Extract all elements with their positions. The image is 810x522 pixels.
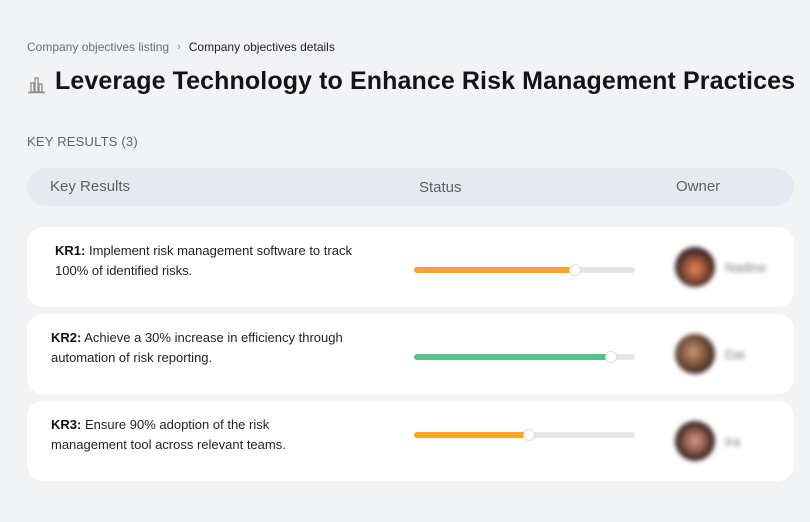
owner-name: Ira <box>725 433 741 449</box>
key-result-description: KR3: Ensure 90% adoption of the risk man… <box>51 415 341 455</box>
owner[interactable]: Ira <box>675 421 740 461</box>
key-result-description: KR1: Implement risk management software … <box>55 241 385 281</box>
progress-fill <box>414 432 529 438</box>
building-chart-icon <box>27 73 47 95</box>
key-results-count-label: KEY RESULTS (3) <box>27 134 138 149</box>
progress-knob[interactable] <box>569 264 582 276</box>
breadcrumb-current: Company objectives details <box>188 40 335 54</box>
key-result-id: KR2: <box>51 330 82 345</box>
progress-fill <box>414 267 576 273</box>
status-progress-bar[interactable] <box>414 429 635 441</box>
key-result-text: Achieve a 30% increase in efficiency thr… <box>51 330 343 365</box>
progress-fill <box>414 354 611 360</box>
key-result-text: Implement risk management software to tr… <box>55 243 352 278</box>
title-row: Leverage Technology to Enhance Risk Mana… <box>27 67 795 96</box>
key-result-id: KR1: <box>55 243 86 258</box>
key-result-row-1[interactable]: KR1: Implement risk management software … <box>27 227 794 307</box>
owner[interactable]: Dai <box>675 334 745 374</box>
avatar <box>675 421 715 461</box>
key-result-description: KR2: Achieve a 30% increase in efficienc… <box>51 328 381 368</box>
table-header: Key Results Status Owner <box>27 168 794 206</box>
owner-name: Nadine <box>725 259 767 275</box>
owner-name: Dai <box>725 346 745 362</box>
breadcrumb-link-listing[interactable]: Company objectives listing <box>27 40 170 54</box>
column-header-status: Status <box>419 179 462 196</box>
column-header-key-results: Key Results <box>50 178 131 195</box>
key-result-row-3[interactable]: KR3: Ensure 90% adoption of the risk man… <box>27 401 794 481</box>
key-result-row-2[interactable]: KR2: Achieve a 30% increase in efficienc… <box>27 314 794 394</box>
owner[interactable]: Nadine <box>675 247 766 287</box>
column-header-owner: Owner <box>676 178 721 195</box>
page-title: Leverage Technology to Enhance Risk Mana… <box>55 67 796 95</box>
status-progress-bar[interactable] <box>414 264 635 276</box>
avatar <box>675 334 715 374</box>
progress-knob[interactable] <box>604 351 617 363</box>
progress-knob[interactable] <box>522 429 535 441</box>
status-progress-bar[interactable] <box>414 351 635 363</box>
breadcrumb: Company objectives listing › Company obj… <box>27 40 335 54</box>
key-result-id: KR3: <box>51 417 82 432</box>
chevron-right-icon: › <box>177 41 181 53</box>
avatar <box>675 247 715 287</box>
key-result-text: Ensure 90% adoption of the risk manageme… <box>51 417 286 452</box>
